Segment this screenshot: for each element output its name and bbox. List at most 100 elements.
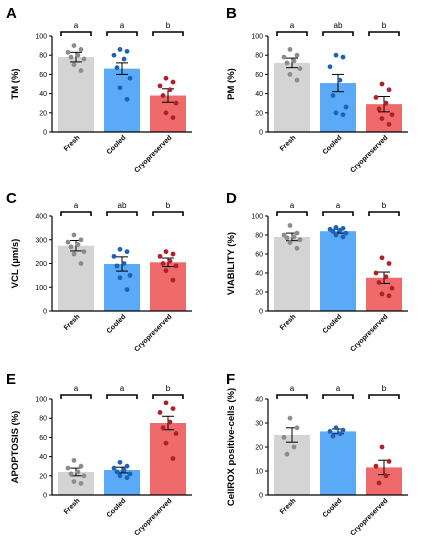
data-point — [114, 263, 120, 269]
y-tick-label: 80 — [255, 233, 263, 240]
data-point — [121, 467, 127, 473]
significance-bracket — [368, 211, 400, 216]
y-tick-label: 200 — [35, 261, 47, 268]
significance-letter: ab — [118, 201, 127, 210]
data-point — [117, 85, 123, 91]
significance-bracket — [322, 211, 354, 216]
y-tick-label: 80 — [255, 53, 263, 60]
panel-letter: F — [226, 371, 235, 388]
y-tick-label: 80 — [39, 416, 47, 423]
data-point — [281, 54, 287, 60]
data-point — [379, 291, 385, 297]
data-point — [127, 272, 133, 278]
data-point — [127, 75, 133, 81]
category-label: Fresh — [63, 313, 81, 331]
data-point — [167, 258, 173, 264]
category-label: Cooled — [106, 313, 128, 335]
y-tick-label: 20 — [255, 290, 263, 297]
data-point — [333, 225, 339, 230]
data-point — [379, 81, 385, 87]
panel-letter: A — [6, 5, 17, 22]
y-tick-label: 60 — [255, 72, 263, 79]
y-tick-label: 40 — [255, 271, 263, 278]
y-axis-title: VCL (µm/s) — [10, 239, 21, 289]
data-point — [127, 471, 133, 477]
data-point — [117, 459, 123, 465]
bar-cooled — [320, 231, 356, 311]
data-point — [163, 249, 169, 255]
category-label: Fresh — [279, 134, 297, 152]
data-point — [114, 65, 120, 71]
y-tick-label: 20 — [255, 110, 263, 117]
data-point — [343, 230, 349, 236]
data-point — [124, 96, 130, 102]
data-point — [65, 49, 71, 55]
data-point — [294, 52, 300, 58]
data-point — [327, 64, 333, 70]
data-point — [78, 47, 84, 52]
data-point — [75, 469, 81, 475]
significance-bracket — [276, 31, 308, 36]
y-axis-title: APOPTOSIS (%) — [10, 411, 21, 484]
data-point — [386, 87, 392, 93]
data-point — [75, 52, 81, 58]
data-point — [291, 234, 297, 240]
significance-bracket — [106, 211, 138, 216]
data-point — [291, 58, 297, 64]
category-label: Fresh — [63, 497, 81, 515]
data-point — [287, 72, 293, 77]
y-tick-label: 60 — [255, 252, 263, 259]
data-point — [287, 415, 293, 421]
significance-bracket — [60, 31, 92, 36]
data-point — [376, 106, 382, 112]
data-point — [117, 275, 123, 281]
data-point — [340, 234, 346, 240]
category-label: Cryopreserved — [134, 134, 174, 174]
y-tick-label: 20 — [255, 445, 263, 452]
data-point — [291, 444, 297, 450]
data-point — [124, 475, 130, 481]
category-label: Cooled — [106, 497, 128, 519]
panel-letter: C — [6, 190, 17, 207]
significance-letter: ab — [334, 21, 343, 30]
category-label: Cooled — [322, 134, 344, 156]
y-tick-label: 80 — [39, 53, 47, 60]
data-point — [386, 261, 392, 266]
significance-bracket — [368, 31, 400, 36]
significance-letter: a — [290, 21, 295, 30]
data-point — [284, 451, 290, 457]
y-tick-label: 100 — [251, 214, 263, 221]
significance-letter: b — [166, 201, 171, 210]
data-point — [337, 77, 343, 83]
data-point — [163, 400, 169, 406]
data-point — [71, 232, 77, 238]
y-tick-label: 40 — [39, 91, 47, 98]
data-point — [68, 54, 74, 60]
data-point — [160, 425, 166, 431]
panel-letter: E — [6, 371, 16, 388]
data-point — [121, 56, 127, 62]
data-point — [167, 87, 173, 93]
data-point — [330, 433, 336, 439]
data-point — [170, 406, 176, 411]
data-point — [114, 469, 120, 475]
y-tick-label: 0 — [43, 130, 47, 137]
data-point — [163, 110, 169, 116]
significance-bracket — [106, 394, 138, 399]
data-point — [343, 104, 349, 110]
data-point — [337, 227, 343, 233]
significance-bracket — [60, 394, 92, 399]
bar-cooled — [104, 68, 140, 132]
y-tick-label: 0 — [259, 309, 263, 316]
y-tick-label: 100 — [251, 34, 263, 41]
panel-letter: B — [226, 5, 237, 22]
significance-letter: a — [336, 384, 341, 393]
category-label: Fresh — [63, 134, 81, 152]
data-point — [170, 115, 176, 120]
data-point — [373, 463, 379, 469]
panel-letter: D — [226, 190, 237, 207]
data-point — [124, 463, 130, 469]
data-point — [386, 293, 392, 299]
data-point — [111, 52, 117, 58]
